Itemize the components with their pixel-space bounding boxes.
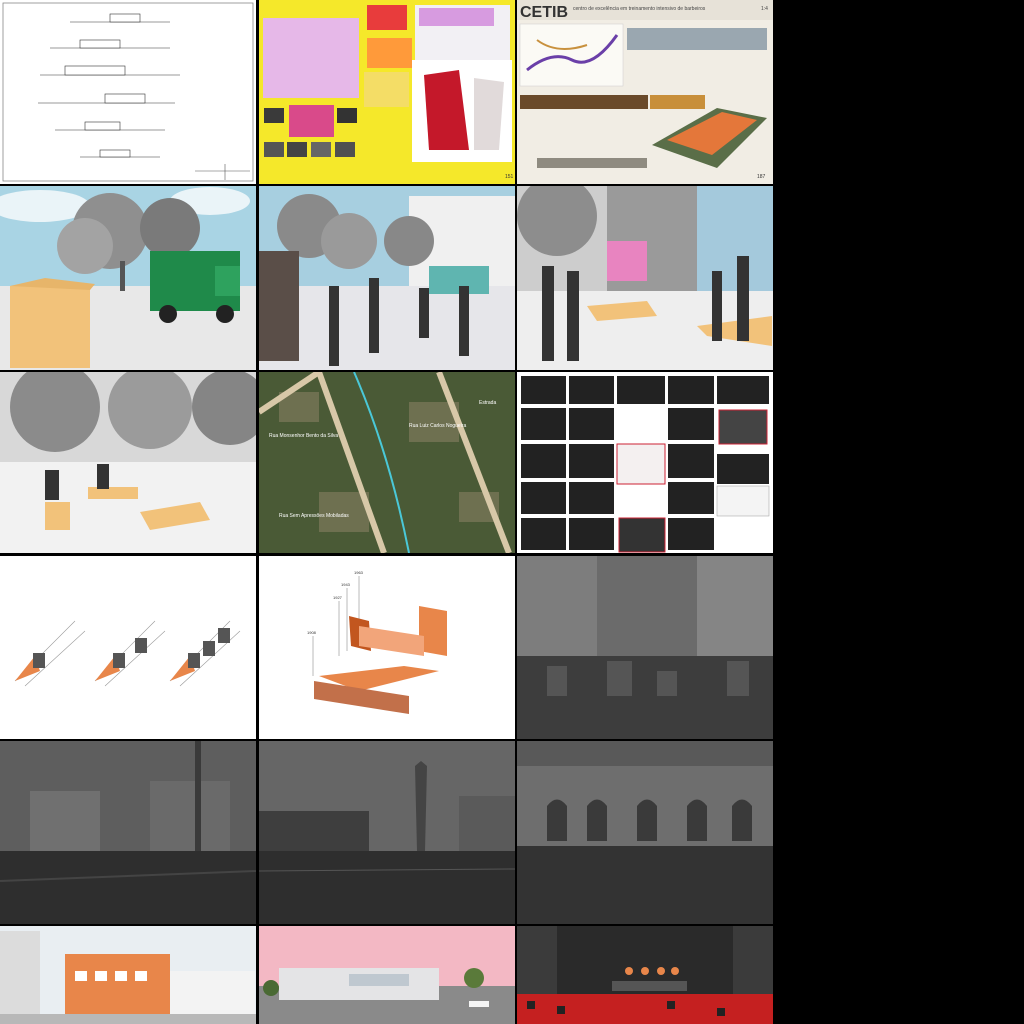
map-label-1: Rua Monsenhor Bento da Silva [269, 433, 338, 439]
street-overlay-image [517, 556, 773, 739]
elevation-drawing [0, 0, 256, 184]
street-performers-render [259, 186, 515, 370]
tile-render-plaza-people[interactable] [517, 186, 773, 370]
poster-page-number: 151 [505, 174, 514, 180]
aerial-map-image: Rua Monsenhor Bento da Silva Rua Luiz Ca… [259, 372, 515, 553]
year-4: 1963 [354, 570, 364, 575]
cetib-poster-image: CETIB centro de excelência em treinament… [517, 0, 773, 184]
map-label-3: Rua Sem Apressões Mobiladas [279, 513, 349, 519]
year-3: 1943 [341, 582, 351, 587]
tile-render-garbage-truck[interactable] [0, 186, 256, 370]
tile-aerial-map[interactable]: Rua Monsenhor Bento da Silva Rua Luiz Ca… [259, 372, 515, 553]
benches-render [0, 372, 256, 553]
plaza-people-render [517, 186, 773, 370]
tile-historic-photo-collage[interactable] [517, 372, 773, 553]
tile-timeline-diagram[interactable]: 1908 1927 1943 1963 2017 [259, 556, 515, 739]
tile-render-pink-sky[interactable] [259, 926, 515, 1024]
building-overlay-image [517, 741, 773, 924]
tile-render-benches[interactable] [0, 372, 256, 553]
timeline-diagram-image: 1908 1927 1943 1963 2017 [259, 556, 515, 739]
tile-photo-overlay-obelisk[interactable] [259, 741, 515, 924]
tile-photo-overlay-church[interactable] [0, 741, 256, 924]
cetib-title: CETIB [520, 4, 568, 21]
yellow-poster-image: 151 [259, 0, 515, 184]
tile-cetib-poster[interactable]: CETIB centro de excelência em treinament… [517, 0, 773, 184]
year-2: 1927 [333, 595, 343, 600]
tile-render-theater-stage[interactable] [517, 926, 773, 1024]
map-label-4: Estrada [479, 400, 496, 406]
tile-camera-diagram[interactable] [0, 556, 256, 739]
theater-stage-render [517, 926, 773, 1024]
tile-elevation-sheet[interactable] [0, 0, 256, 184]
tile-yellow-poster[interactable]: 151 [259, 0, 515, 184]
pink-sky-render [259, 926, 515, 1024]
map-label-2: Rua Luiz Carlos Nogueira [409, 423, 466, 429]
historic-collage-image [517, 372, 773, 553]
camera-diagram-image [0, 556, 256, 739]
facade-orange-render [0, 926, 256, 1024]
church-overlay-image [0, 741, 256, 924]
obelisk-overlay-image [259, 741, 515, 924]
cetib-page-number: 187 [757, 174, 766, 180]
garbage-truck-render [0, 186, 256, 370]
tile-render-facade-orange[interactable] [0, 926, 256, 1024]
cetib-sheet: 1:4 [761, 6, 768, 12]
tile-render-street-performers[interactable] [259, 186, 515, 370]
year-1: 1908 [307, 630, 317, 635]
image-grid: 151 CETIB centro de excelência em treina… [0, 0, 773, 1024]
cetib-subtitle: centro de excelência em treinamento inte… [573, 6, 706, 12]
tile-photo-overlay-street[interactable] [517, 556, 773, 739]
tile-photo-overlay-building[interactable] [517, 741, 773, 924]
